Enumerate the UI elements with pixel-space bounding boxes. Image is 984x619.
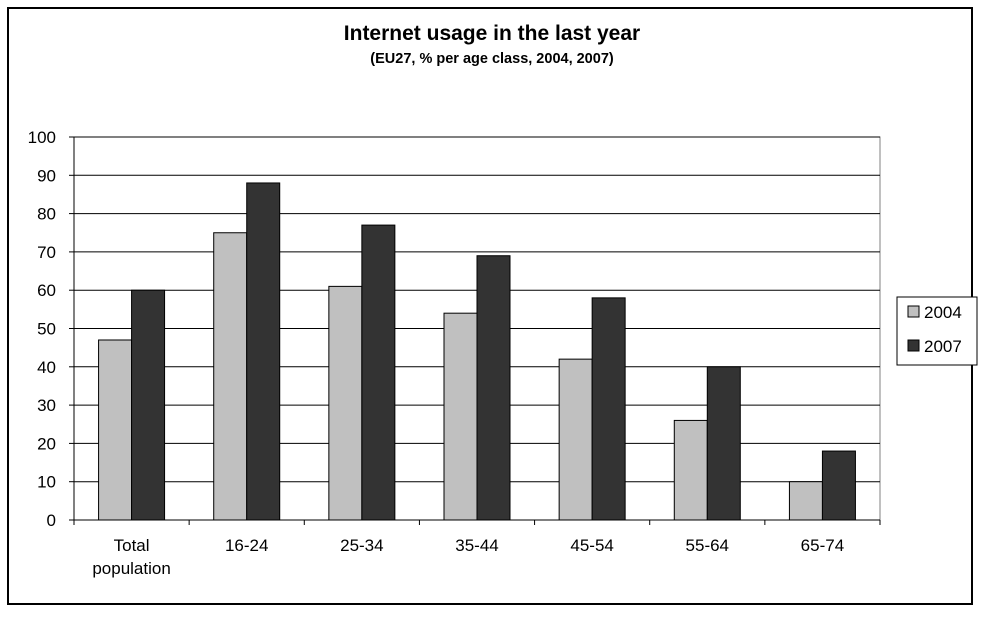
bar-2004-35-44 [443,312,478,521]
x-tick-label: Total population [92,536,170,578]
chart-title: Internet usage in the last year [343,22,641,45]
x-tick-label: 65-74 [801,536,844,555]
bars [98,182,856,521]
bar-2004-25-34 [328,285,363,521]
legend-swatch-2004 [907,305,920,318]
y-tick-label: 90 [37,166,56,185]
legend-swatch-2007 [907,339,920,352]
bar-2007-55-64 [706,366,741,521]
bar-2007-total-population [131,289,166,521]
y-tick-label: 0 [47,511,56,530]
y-tick-label: 20 [37,434,56,453]
y-tick-label: 60 [37,281,56,300]
y-tick-label: 30 [37,396,56,415]
x-tick-labels: Total population 16-24 25-34 35-44 45-54 55-64… [92,536,844,578]
y-tick-label: 100 [28,128,56,147]
axes [69,136,881,525]
legend: 2004 2007 [896,296,978,366]
bar-2004-16-24 [213,232,248,521]
y-tick-label: 10 [37,473,56,492]
y-tick-label: 40 [37,358,56,377]
legend-label-2004: 2004 [924,303,962,322]
y-tick-label: 50 [37,320,56,339]
legend-label-2007: 2007 [924,337,962,356]
x-tick-label: 55-64 [686,536,729,555]
bar-2004-55-64 [673,419,708,521]
x-tick-label: 45-54 [570,536,613,555]
bar-2004-total-population [98,339,133,521]
chart-subtitle: (EU27, % per age class, 2004, 2007) [370,51,614,67]
bar-2007-45-54 [591,297,626,521]
x-tick-label: 16-24 [225,536,268,555]
x-tick-label: 35-44 [455,536,498,555]
bar-2007-65-74 [821,450,856,521]
y-tick-label: 70 [37,243,56,262]
x-tick-label: 25-34 [340,536,383,555]
bar-2004-65-74 [788,481,823,521]
bar-2007-16-24 [246,182,281,521]
y-tick-label: 80 [37,205,56,224]
bar-2004-45-54 [558,358,593,521]
y-tick-labels: 0 10 20 30 40 50 60 70 80 90 100 [28,128,56,530]
bar-2007-35-44 [476,255,511,521]
bar-2007-25-34 [361,224,396,521]
